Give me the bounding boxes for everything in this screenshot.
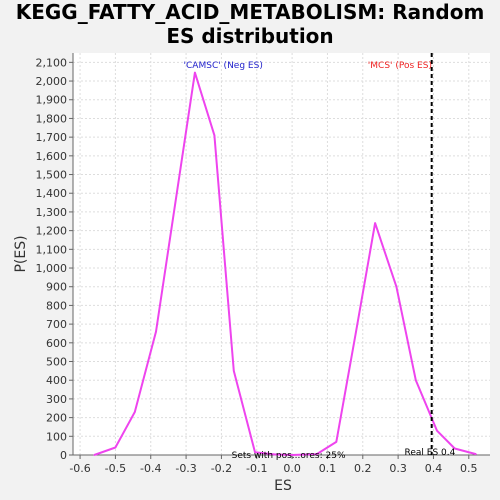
y-tick-label: 1,000 <box>36 262 68 275</box>
data-point <box>395 285 398 288</box>
y-tick-label: 1,700 <box>36 131 68 144</box>
y-tick-label: 1,600 <box>36 150 68 163</box>
chart-title-line-1: KEGG_FATTY_ACID_METABOLISM: Random <box>15 0 485 24</box>
x-tick-label: -0.2 <box>211 462 232 475</box>
series-layer <box>93 53 477 456</box>
data-point <box>475 453 477 455</box>
y-tick-label: 0 <box>60 449 67 462</box>
y-tick-label: 900 <box>46 281 67 294</box>
data-point <box>213 134 216 137</box>
x-tick-label: 0.5 <box>460 462 478 475</box>
data-point <box>114 446 117 449</box>
data-point <box>93 454 96 456</box>
x-tick-label: 0.2 <box>354 462 372 475</box>
x-tick-label: 0.1 <box>319 462 337 475</box>
x-tick-label: -0.6 <box>69 462 90 475</box>
y-tick-label: 400 <box>46 374 67 387</box>
x-tick-label: 0.0 <box>283 462 301 475</box>
y-tick-label: 1,800 <box>36 112 68 125</box>
x-tick-label: -0.3 <box>175 462 196 475</box>
y-tick-label: 1,500 <box>36 169 68 182</box>
chart-title-line-2: ES distribution <box>166 24 334 48</box>
y-tick-label: 1,200 <box>36 225 68 238</box>
data-point <box>316 453 318 455</box>
chart-title: KEGG_FATTY_ACID_METABOLISM: Random ES di… <box>0 0 500 48</box>
data-point <box>194 71 196 74</box>
x-tick-label: 0.4 <box>425 462 443 475</box>
y-tick-label: 1,400 <box>36 187 68 200</box>
x-tick-label: -0.1 <box>246 462 267 475</box>
y-axis-label: P(ES) <box>13 235 29 272</box>
real-es-label: Real ES 0.4 <box>405 448 456 458</box>
x-axis-label: ES <box>274 478 292 494</box>
data-point <box>374 222 376 224</box>
plot-area <box>73 53 490 455</box>
data-point <box>273 453 276 456</box>
axes: 0 100 200 300 400 500 600 700 800 900 1,000 1,100 1,… <box>36 53 490 475</box>
data-point <box>291 454 293 456</box>
grid <box>73 53 490 456</box>
y-tick-label: 500 <box>46 356 67 369</box>
data-point <box>335 441 338 443</box>
y-tick-label: 700 <box>46 318 67 331</box>
pos-es-label: 'MCS' (Pos ES) <box>368 61 432 71</box>
annotation-layer: 'CAMSC' (Neg ES) 'MCS' (Pos ES) Real ES 0.… <box>184 61 456 461</box>
y-tick-label: 2,000 <box>36 75 68 88</box>
x-tick-label: 0.3 <box>389 462 407 475</box>
y-tick-label: 1,300 <box>36 206 68 219</box>
y-tick-label: 2,100 <box>36 56 68 69</box>
data-point <box>134 411 136 413</box>
data-point <box>436 429 438 432</box>
data-point <box>254 451 256 453</box>
y-tick-label: 200 <box>46 412 67 425</box>
y-tick-label: 800 <box>46 299 67 312</box>
data-point <box>414 379 417 382</box>
y-tick-label: 1,900 <box>36 94 68 107</box>
y-tick-label: 100 <box>46 430 67 443</box>
data-point <box>453 447 456 450</box>
y-tick-label: 1,100 <box>36 243 68 256</box>
x-tick-label: -0.5 <box>105 462 126 475</box>
x-tick-label: -0.4 <box>140 462 161 475</box>
data-point <box>232 370 235 372</box>
neg-es-label: 'CAMSC' (Neg ES) <box>184 61 263 71</box>
data-point <box>354 332 357 335</box>
pos-score-share-label: Sets with pos...ores: 25% <box>232 451 346 461</box>
data-point <box>155 330 157 333</box>
y-tick-label: 300 <box>46 393 67 406</box>
y-tick-label: 600 <box>46 337 67 350</box>
